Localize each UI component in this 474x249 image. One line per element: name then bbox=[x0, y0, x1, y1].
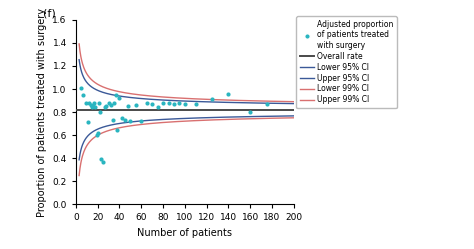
Point bbox=[116, 96, 123, 100]
Point bbox=[148, 102, 156, 106]
Point bbox=[170, 102, 178, 106]
Point bbox=[132, 103, 140, 107]
Point bbox=[127, 119, 134, 123]
X-axis label: Number of patients: Number of patients bbox=[137, 228, 232, 238]
Point bbox=[154, 105, 161, 109]
Point bbox=[93, 133, 100, 137]
Point bbox=[181, 102, 189, 106]
Point bbox=[143, 101, 151, 105]
Point bbox=[87, 103, 95, 107]
Point bbox=[246, 110, 254, 114]
Point bbox=[94, 131, 101, 135]
Point bbox=[91, 101, 98, 105]
Point bbox=[209, 97, 216, 101]
Point bbox=[96, 110, 104, 114]
Point bbox=[109, 118, 117, 122]
Point bbox=[80, 93, 87, 97]
Point bbox=[102, 104, 110, 108]
Point bbox=[159, 101, 167, 105]
Point bbox=[88, 105, 96, 109]
Legend: Adjusted proportion
of patients treated
with surgery, Overall rate, Lower 95% CI: Adjusted proportion of patients treated … bbox=[296, 16, 397, 108]
Y-axis label: Proportion of patients treated with surgery: Proportion of patients treated with surg… bbox=[37, 7, 47, 217]
Point bbox=[101, 105, 109, 109]
Point bbox=[124, 104, 132, 108]
Point bbox=[90, 104, 97, 108]
Point bbox=[112, 93, 120, 97]
Point bbox=[192, 102, 200, 106]
Point bbox=[118, 116, 126, 120]
Point bbox=[97, 157, 105, 161]
Point bbox=[110, 101, 118, 105]
Point bbox=[77, 86, 85, 90]
Point bbox=[121, 118, 128, 122]
Point bbox=[95, 101, 102, 105]
Point bbox=[84, 121, 91, 124]
Point bbox=[165, 101, 173, 105]
Point bbox=[107, 103, 115, 107]
Point bbox=[99, 160, 107, 164]
Point bbox=[91, 105, 99, 109]
Point bbox=[85, 101, 93, 105]
Point bbox=[263, 102, 270, 106]
Point bbox=[82, 101, 90, 105]
Point bbox=[113, 128, 121, 132]
Point bbox=[105, 101, 112, 105]
Point bbox=[175, 101, 183, 105]
Text: (f): (f) bbox=[43, 9, 56, 19]
Point bbox=[225, 92, 232, 96]
Point bbox=[137, 119, 145, 123]
